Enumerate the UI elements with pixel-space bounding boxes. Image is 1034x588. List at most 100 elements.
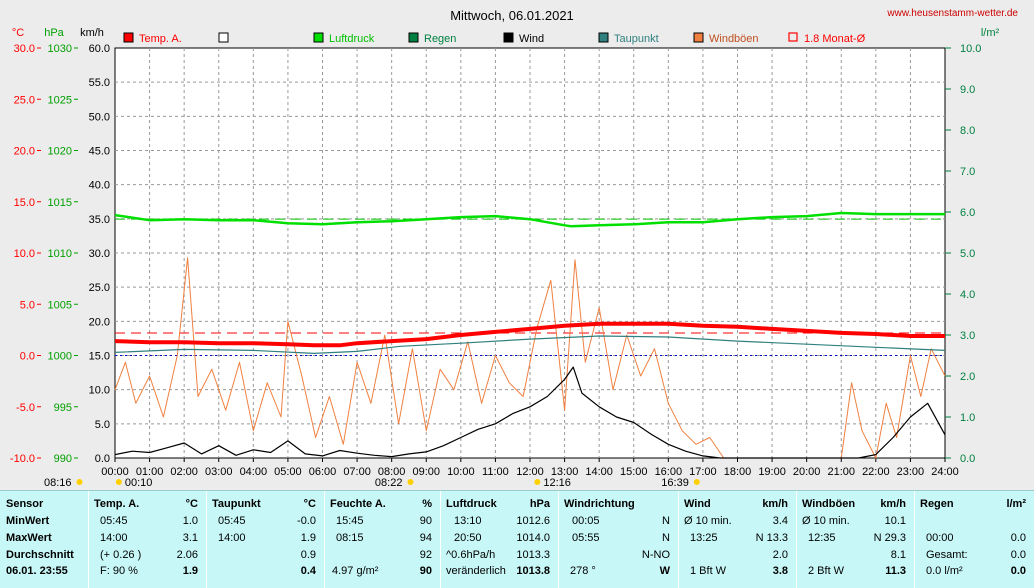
wind-tick-label: 50.0 — [89, 111, 110, 123]
x-tick-label: 04:00 — [240, 466, 268, 478]
temp-tick-label: 0.0 — [20, 351, 35, 363]
sun-marker-icon — [115, 479, 122, 485]
stat-unit: hPa — [529, 498, 550, 510]
col-press: Luftdruck hPa 13:10 1012.6 20:50 1014.0 … — [440, 491, 559, 588]
x-tick-label: 02:00 — [170, 466, 198, 478]
stat-value: W — [659, 565, 670, 577]
stat-time: 2 Bft W — [808, 565, 845, 577]
stat-time: 12:35 — [808, 532, 836, 544]
stat-unit: % — [422, 498, 432, 510]
wind-tick-label: 25.0 — [89, 282, 110, 294]
x-tick-label: 08:00 — [378, 466, 406, 478]
stat-time: Gesamt: — [926, 549, 968, 561]
wind-tick-label: 15.0 — [89, 351, 110, 363]
stat-time: 20:50 — [454, 532, 482, 544]
wind-tick-label: 45.0 — [89, 146, 110, 158]
stat-value: N 29.3 — [873, 532, 906, 544]
wind-tick-label: 35.0 — [89, 214, 110, 226]
x-axis: 00:00 01:00 02:00 03:00 04:00 05:00 06:00 07:00… — [101, 458, 959, 478]
stat-label: MaxWert — [6, 532, 52, 544]
x-tick-label: 17:00 — [689, 466, 717, 478]
stat-value: 1013.3 — [516, 549, 550, 561]
sun-marker-icon — [407, 479, 414, 485]
stat-value: 90 — [419, 515, 432, 527]
stat-value: 3.4 — [772, 515, 788, 527]
stat-value: 92 — [419, 549, 432, 561]
rain-tick-label: 4.0 — [960, 289, 975, 301]
time-marker-label: 16:39 — [661, 477, 689, 489]
x-tick-label: 16:00 — [655, 466, 683, 478]
rain-unit: l/m² — [981, 27, 1000, 39]
stat-value: 0.4 — [300, 565, 316, 577]
stat-time: 278 ° — [570, 565, 596, 577]
legend-swatch — [218, 32, 229, 43]
x-tick-label: 18:00 — [724, 466, 752, 478]
stat-label: MinWert — [6, 515, 50, 527]
wind-tick-label: 60.0 — [89, 43, 110, 55]
stat-time: Ø 10 min. — [802, 515, 850, 527]
stat-value: 1.9 — [300, 532, 316, 544]
wind-tick-label: 20.0 — [89, 316, 110, 328]
x-tick-label: 07:00 — [343, 466, 371, 478]
x-tick-label: 01:00 — [136, 466, 164, 478]
x-tick-label: 13:00 — [551, 466, 579, 478]
series-temp-a- — [114, 321, 945, 348]
legend-label: 1.8 Monat-Ø — [804, 33, 866, 45]
col-hum: Feuchte A. % 15:45 90 08:15 94 92 4.97 g… — [324, 491, 441, 588]
stat-unit: °C — [303, 498, 316, 510]
stat-value: 11.3 — [885, 565, 906, 577]
series-wind — [114, 366, 946, 459]
stat-value: 10.1 — [884, 515, 906, 527]
sun-marker-icon — [534, 479, 541, 485]
rain-tick-label: 1.0 — [960, 412, 975, 424]
stat-header: Windrichtung — [564, 498, 635, 510]
stat-value: -0.0 — [297, 515, 316, 527]
rain-tick-label: 5.0 — [960, 248, 975, 260]
stat-value: 2.06 — [176, 549, 198, 561]
stat-header: Taupunkt — [212, 498, 261, 510]
x-tick-label: 22:00 — [862, 466, 890, 478]
stat-time: 14:00 — [218, 532, 246, 544]
rain-tick-label: 8.0 — [960, 125, 975, 137]
stat-value: 0.9 — [300, 549, 316, 561]
stat-header: Windböen — [802, 498, 856, 510]
wind-tick-label: 40.0 — [89, 180, 110, 192]
x-tick-label: 21:00 — [827, 466, 855, 478]
site-url[interactable]: www.heusenstamm-wetter.de — [886, 8, 1018, 19]
stat-time: 05:55 — [572, 532, 600, 544]
temp-unit: °C — [12, 27, 24, 39]
press-unit: hPa — [44, 27, 64, 39]
legend-swatch — [408, 32, 419, 43]
stat-value: 0.0 — [1010, 532, 1026, 544]
y-axes: 30.0 25.0 20.0 15.0 10.0 5.0 0.0 -5.0 -10.0 1030 1… — [10, 43, 982, 465]
stat-unit: km/h — [762, 498, 788, 510]
stat-label: 06.01. 23:55 — [6, 565, 68, 577]
stat-value: 1014.0 — [516, 532, 550, 544]
x-tick-label: 10:00 — [447, 466, 475, 478]
stat-value: 1013.8 — [516, 565, 550, 577]
press-tick-label: 1015 — [48, 197, 72, 209]
stat-time: (+ 0.26 ) — [100, 549, 142, 561]
stat-value: 8.1 — [890, 549, 906, 561]
rain-tick-label: 9.0 — [960, 84, 975, 96]
stat-unit: l/m² — [1006, 498, 1026, 510]
rain-tick-label: 2.0 — [960, 371, 975, 383]
wind-tick-label: 10.0 — [89, 385, 110, 397]
stat-unit: km/h — [880, 498, 906, 510]
stat-header: Temp. A. — [94, 498, 140, 510]
stat-header: Wind — [684, 498, 711, 510]
temp-tick-label: 20.0 — [14, 146, 35, 158]
stat-time: 4.97 g/m² — [332, 565, 379, 577]
col-wind: Wind km/h Ø 10 min. 3.4 13:25 N 13.3 2.0… — [678, 491, 797, 588]
stat-time: F: 90 % — [100, 565, 138, 577]
temp-tick-label: 30.0 — [14, 43, 35, 55]
series-luftdruck — [114, 211, 945, 228]
press-tick-label: 1005 — [48, 299, 72, 311]
col-dew: Taupunkt °C 05:45 -0.0 14:00 1.9 0.9 0.4 — [206, 491, 325, 588]
time-marker-label: 12:16 — [543, 477, 571, 489]
legend-swatch — [313, 32, 324, 43]
col-sensor: Sensor MinWert MaxWert Durchschnitt 06.0… — [0, 491, 89, 588]
press-tick-label: 995 — [54, 402, 72, 414]
rain-tick-label: 3.0 — [960, 330, 975, 342]
stat-value: 1012.6 — [516, 515, 550, 527]
